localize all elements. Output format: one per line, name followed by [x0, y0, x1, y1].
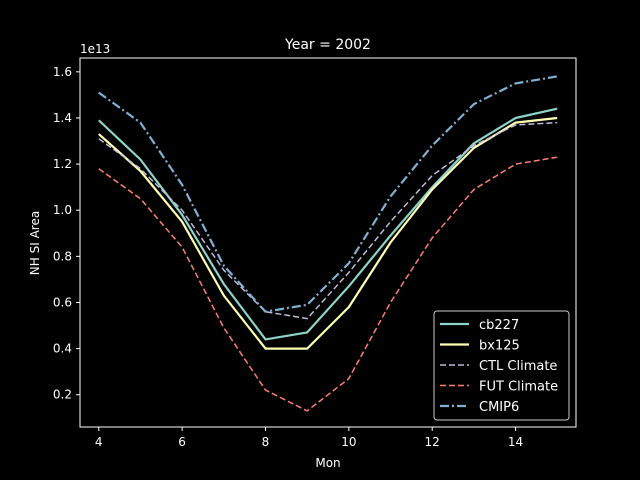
- legend-box: [433, 310, 570, 421]
- y-tick-label: 0.8: [53, 249, 72, 263]
- x-tick-label: 12: [425, 435, 440, 449]
- legend-label: CMIP6: [479, 400, 519, 415]
- y-tick-label: 1.4: [53, 111, 72, 125]
- legend-label: CTL Climate: [479, 359, 557, 374]
- y-offset-label: 1e13: [80, 42, 110, 56]
- x-axis-label: Mon: [315, 456, 340, 470]
- y-tick-label: 1.2: [53, 157, 72, 171]
- legend-label: cb227: [479, 318, 519, 333]
- x-tick-label: 10: [341, 435, 356, 449]
- series-line-ctl-climate: [98, 121, 558, 320]
- legend-label: FUT Climate: [479, 380, 558, 395]
- y-tick-label: 0.2: [53, 388, 72, 402]
- y-axis-label: NH SI Area: [28, 211, 42, 275]
- y-tick-label: 1.6: [53, 65, 72, 79]
- chart-title: Year = 2002: [284, 37, 371, 53]
- x-tick-label: 14: [508, 435, 523, 449]
- x-tick-label: 8: [262, 435, 270, 449]
- series-line-cmip6: [98, 75, 558, 313]
- y-tick-label: 1.0: [53, 203, 72, 217]
- series-line-fut-climate: [98, 156, 558, 412]
- series-line-cb227: [98, 107, 558, 341]
- y-tick-label: 0.6: [53, 295, 72, 309]
- x-tick-label: 6: [178, 435, 186, 449]
- x-tick-label: 4: [95, 435, 103, 449]
- legend: cb227 bx125 CTL Climate FUT Climate CMIP6: [433, 310, 570, 421]
- series-line-bx125: [98, 116, 558, 350]
- y-tick-label: 0.4: [53, 342, 72, 356]
- plot-area: 4 6 8 10 12 14 0.2 0.4 0.6 0.8 1.0 1.2 1.4 1.6: [53, 57, 577, 449]
- legend-label: bx125: [479, 339, 520, 354]
- axes-frame: [79, 57, 577, 428]
